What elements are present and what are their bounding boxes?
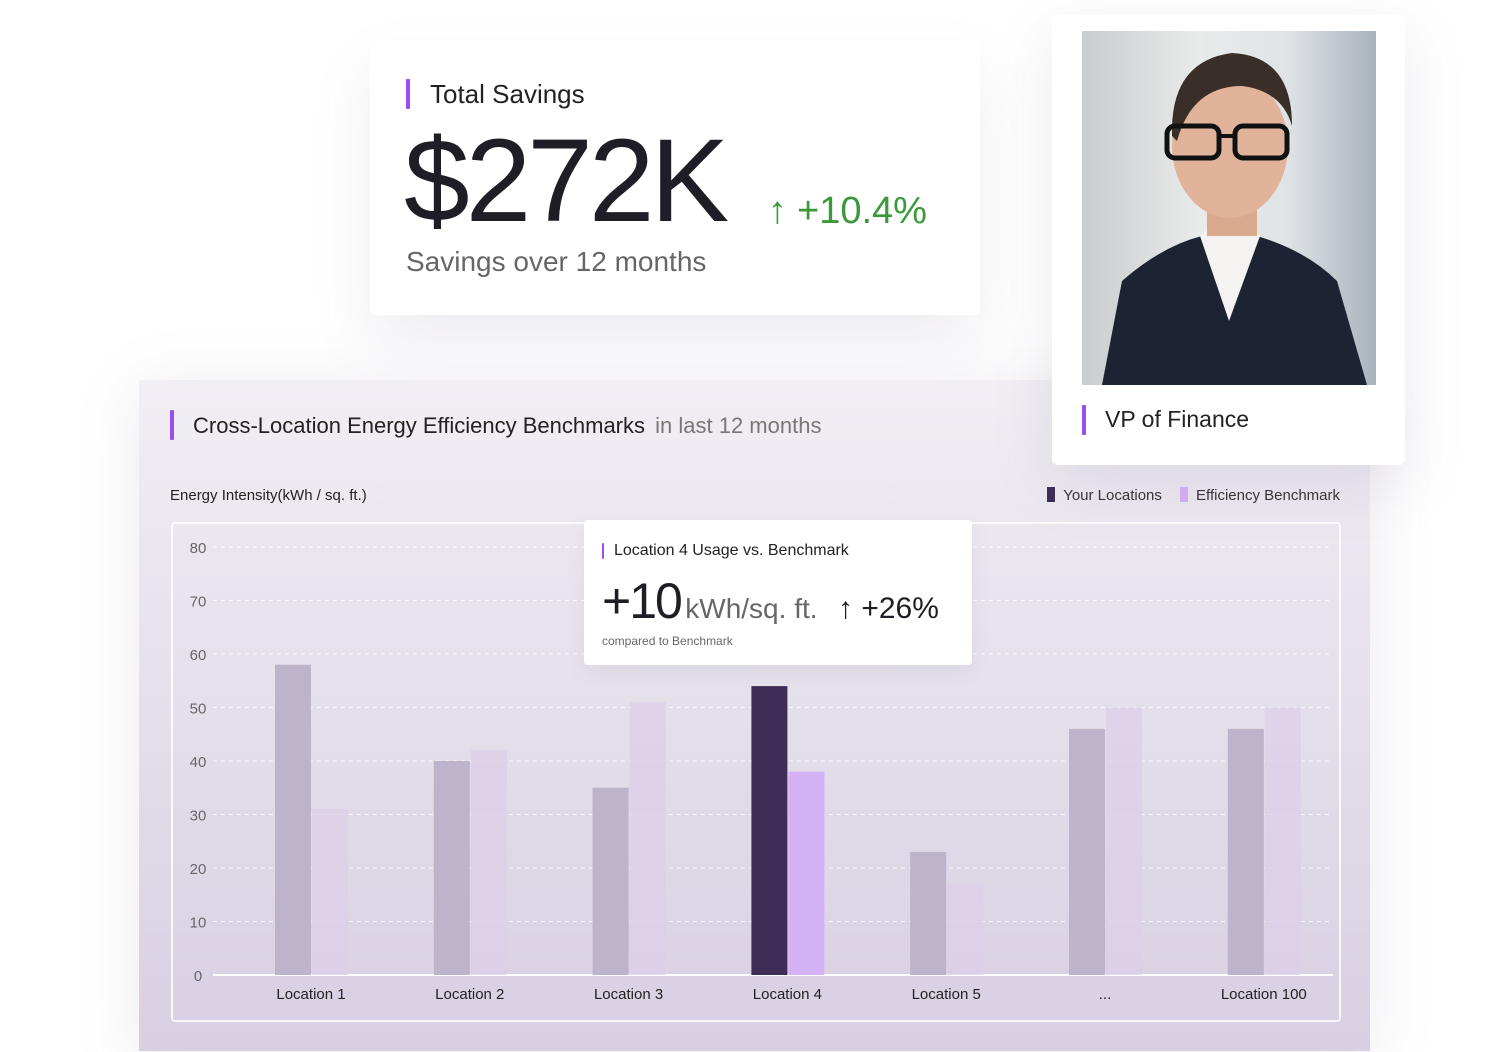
bar-your-locations xyxy=(433,761,470,975)
y-tick-label: 50 xyxy=(190,701,207,718)
y-tick-label: 10 xyxy=(190,915,207,932)
bar-your-locations xyxy=(1227,728,1264,975)
arrow-up-icon: ↑ xyxy=(837,592,853,625)
panel-subtitle: in last 12 months xyxy=(655,413,822,438)
tooltip-unit: kWh/sq. ft. xyxy=(685,593,818,624)
accent-bar xyxy=(602,543,604,559)
total-savings-card: Total Savings $272K ↑ +10.4% Savings over… xyxy=(370,40,980,315)
bar-efficiency-benchmark xyxy=(788,771,825,975)
y-axis-label: Energy Intensity(kWh / sq. ft.) xyxy=(170,487,367,504)
y-tick-label: 80 xyxy=(190,540,207,557)
legend-swatch xyxy=(1047,487,1056,502)
accent-bar xyxy=(170,410,174,440)
savings-value: $272K xyxy=(404,115,729,247)
legend-label: Your Locations xyxy=(1063,487,1162,504)
tooltip-title: Location 4 Usage vs. Benchmark xyxy=(614,542,849,559)
x-tick-label: ... xyxy=(1099,986,1112,1003)
profile-role: VP of Finance xyxy=(1105,406,1250,432)
y-tick-label: 0 xyxy=(194,968,202,985)
savings-change-value: +10.4% xyxy=(797,190,927,232)
savings-caption: Savings over 12 months xyxy=(406,246,707,277)
bar-efficiency-benchmark xyxy=(470,750,507,975)
tooltip-card: Location 4 Usage vs. Benchmark +10 kWh/s… xyxy=(584,520,972,665)
arrow-up-icon: ↑ xyxy=(768,190,787,232)
legend-item-your-locations: Your Locations xyxy=(1047,487,1162,504)
profile-photo xyxy=(1082,31,1376,385)
x-tick-label: Location 3 xyxy=(594,986,663,1003)
x-tick-label: Location 5 xyxy=(912,986,981,1003)
accent-bar xyxy=(406,79,410,109)
profile-card: VP of Finance xyxy=(1052,15,1405,465)
tooltip-change-value: +26% xyxy=(861,592,939,625)
tooltip-value: +10 xyxy=(602,573,683,629)
legend: Your Locations Efficiency Benchmark xyxy=(1047,487,1340,504)
panel-title-row: Cross-Location Energy Efficiency Benchma… xyxy=(193,413,821,439)
x-tick-label: Location 100 xyxy=(1221,986,1307,1003)
x-tick-label: Location 1 xyxy=(276,986,345,1003)
bar-efficiency-benchmark xyxy=(629,702,666,975)
bar-your-locations xyxy=(592,787,629,975)
savings-change: ↑ +10.4% xyxy=(768,190,927,233)
bar-efficiency-benchmark xyxy=(312,809,348,975)
legend-swatch xyxy=(1180,487,1189,502)
legend-label: Efficiency Benchmark xyxy=(1196,487,1340,504)
bar-your-locations xyxy=(910,851,947,975)
tooltip-caption: compared to Benchmark xyxy=(602,634,733,648)
y-tick-label: 40 xyxy=(190,754,207,771)
tooltip-metric: +10 kWh/sq. ft. ↑ +26% xyxy=(602,572,939,630)
bar-your-locations xyxy=(1069,728,1105,975)
legend-item-efficiency-benchmark: Efficiency Benchmark xyxy=(1180,487,1340,504)
y-tick-label: 30 xyxy=(190,808,207,825)
bar-efficiency-benchmark xyxy=(1106,707,1142,975)
y-tick-label: 60 xyxy=(190,647,207,664)
y-tick-label: 70 xyxy=(190,594,207,611)
bar-your-locations xyxy=(275,664,311,975)
y-tick-label: 20 xyxy=(190,861,207,878)
bar-your-locations xyxy=(751,686,788,975)
accent-bar xyxy=(1082,405,1086,435)
tooltip-change: ↑ +26% xyxy=(838,592,939,625)
panel-title: Cross-Location Energy Efficiency Benchma… xyxy=(193,413,646,438)
savings-title: Total Savings xyxy=(430,79,585,109)
bar-efficiency-benchmark xyxy=(947,884,984,975)
x-tick-label: Location 2 xyxy=(435,986,504,1003)
bar-efficiency-benchmark xyxy=(1264,707,1301,975)
x-tick-label: Location 4 xyxy=(753,986,822,1003)
person-portrait-icon xyxy=(1102,53,1367,385)
